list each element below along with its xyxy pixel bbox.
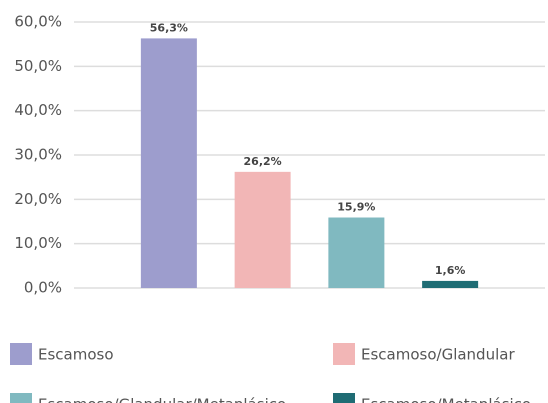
value-label: 26,2% [244,155,282,168]
y-tick-label: 60,0% [14,13,62,31]
bar [328,217,385,288]
y-tick-label: 30,0% [14,146,62,164]
y-tick-label: 0,0% [24,279,62,297]
y-tick-label: 10,0% [14,234,62,252]
legend-label: Escamoso [38,346,114,364]
legend-swatch [10,343,32,365]
bar [234,171,291,288]
y-tick-label: 40,0% [14,101,62,119]
value-label: 15,9% [337,201,375,214]
y-tick-label: 50,0% [14,57,62,75]
legend-swatch [333,393,355,403]
legend-swatch [333,343,355,365]
legend-label: Escamoso/Metaplásico [361,396,531,403]
value-label: 56,3% [150,21,188,34]
legend-label: Escamoso/Glandular [361,346,515,364]
legend-label: Escamoso/Glandular/Metaplásico [38,396,286,403]
y-tick-label: 20,0% [14,190,62,208]
bar [422,280,479,288]
bar [140,38,197,288]
value-label: 1,6% [435,264,466,277]
legend-swatch [10,393,32,403]
